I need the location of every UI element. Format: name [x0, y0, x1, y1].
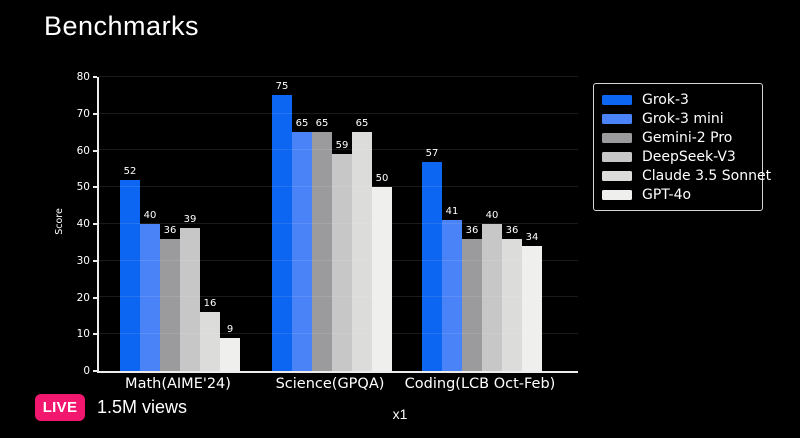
- bar-value-label: 65: [313, 118, 331, 130]
- bar: 75: [272, 81, 292, 371]
- y-tick-mark: [93, 223, 97, 225]
- legend-label: Claude 3.5 Sonnet: [642, 167, 772, 184]
- y-tick-label: 0: [83, 365, 90, 377]
- bar: 50: [372, 173, 392, 371]
- bar-value-label: 36: [161, 225, 179, 237]
- y-tick-label: 60: [76, 145, 90, 157]
- bar: 16: [200, 298, 220, 371]
- bar-group: 57 41 36 40 36 34: [422, 148, 542, 371]
- bar-value-label: 36: [503, 225, 521, 237]
- bar: 39: [180, 214, 200, 371]
- bar: 34: [522, 232, 542, 371]
- legend-row: Claude 3.5 Sonnet: [602, 166, 771, 185]
- bar-value-label: 9: [224, 324, 236, 336]
- y-tick-label: 80: [76, 71, 90, 83]
- legend-swatch: [602, 151, 632, 162]
- plot-area: 52 40 36 39 16 9 75 65 65 59 65 50 57 41 36 40 36 34: [97, 76, 578, 373]
- bar-value-label: 59: [333, 140, 351, 152]
- y-tick-mark: [93, 76, 97, 78]
- y-tick-mark: [93, 186, 97, 188]
- bar-value-label: 40: [141, 210, 159, 222]
- views-count: 1.5M views: [97, 397, 188, 417]
- legend-swatch: [602, 132, 632, 143]
- bar-value-label: 75: [273, 81, 291, 93]
- bar-value-label: 65: [293, 118, 311, 130]
- x-axis-category-label: Math(AIME'24): [125, 376, 231, 392]
- bar-value-label: 65: [353, 118, 371, 130]
- y-tick-label: 50: [76, 181, 90, 193]
- y-tick-label: 10: [76, 328, 90, 340]
- legend-row: Grok-3: [602, 90, 752, 109]
- legend-label: Grok-3: [642, 91, 689, 108]
- bar-value-label: 41: [443, 206, 461, 218]
- bar-group: 52 40 36 39 16 9: [120, 166, 240, 371]
- bar-value-label: 16: [201, 298, 219, 310]
- bar: 40: [140, 210, 160, 371]
- legend-label: GPT-4o: [642, 186, 692, 203]
- y-tick-mark: [93, 260, 97, 262]
- y-tick-label: 40: [76, 218, 90, 230]
- live-badge: LIVE: [35, 394, 85, 421]
- bar: 36: [160, 225, 180, 371]
- x-axis-category-label: Science(GPQA): [275, 376, 385, 392]
- bar: 59: [332, 140, 352, 371]
- y-tick-mark: [93, 370, 97, 372]
- legend-swatch: [602, 170, 632, 181]
- bar: 36: [502, 225, 522, 371]
- y-tick-label: 70: [76, 108, 90, 120]
- legend-label: Grok-3 mini: [642, 110, 724, 127]
- y-tick-mark: [93, 297, 97, 299]
- y-tick-label: 30: [76, 255, 90, 267]
- bar: 65: [312, 118, 332, 371]
- gridline: [99, 76, 578, 77]
- bar-value-label: 40: [483, 210, 501, 222]
- bar-value-label: 50: [373, 173, 391, 185]
- legend-row: GPT-4o: [602, 185, 752, 204]
- legend-swatch: [602, 94, 632, 105]
- bar: 65: [352, 118, 372, 371]
- bar-value-label: 57: [423, 148, 441, 160]
- page-title: Benchmarks: [44, 11, 200, 41]
- bar: 65: [292, 118, 312, 371]
- legend-row: Grok-3 mini: [602, 109, 752, 128]
- playback-speed-button[interactable]: x1: [392, 406, 408, 422]
- bar-value-label: 39: [181, 214, 199, 226]
- x-axis-category-label: Coding(LCB Oct-Feb): [404, 376, 556, 392]
- bar: 57: [422, 148, 442, 371]
- bar-group: 75 65 65 59 65 50: [272, 81, 392, 371]
- bar-value-label: 36: [463, 225, 481, 237]
- y-tick-mark: [93, 113, 97, 115]
- bar-value-label: 34: [523, 232, 541, 244]
- bar: 36: [462, 225, 482, 371]
- legend-swatch: [602, 113, 632, 124]
- y-tick-mark: [93, 150, 97, 152]
- legend-row: Gemini-2 Pro: [602, 128, 752, 147]
- y-tick-mark: [93, 333, 97, 335]
- bar: 40: [482, 210, 502, 371]
- legend-label: DeepSeek-V3: [642, 148, 736, 165]
- chart-legend: Grok-3 Grok-3 mini Gemini-2 Pro DeepSeek-V3…: [593, 83, 771, 211]
- bar: 41: [442, 206, 462, 371]
- bar: 52: [120, 166, 140, 371]
- bar-value-label: 52: [121, 166, 139, 178]
- y-tick-label: 20: [76, 292, 90, 304]
- legend-row: DeepSeek-V3: [602, 147, 752, 166]
- legend-label: Gemini-2 Pro: [642, 129, 733, 146]
- bar: 9: [220, 324, 240, 371]
- legend-swatch: [602, 189, 632, 200]
